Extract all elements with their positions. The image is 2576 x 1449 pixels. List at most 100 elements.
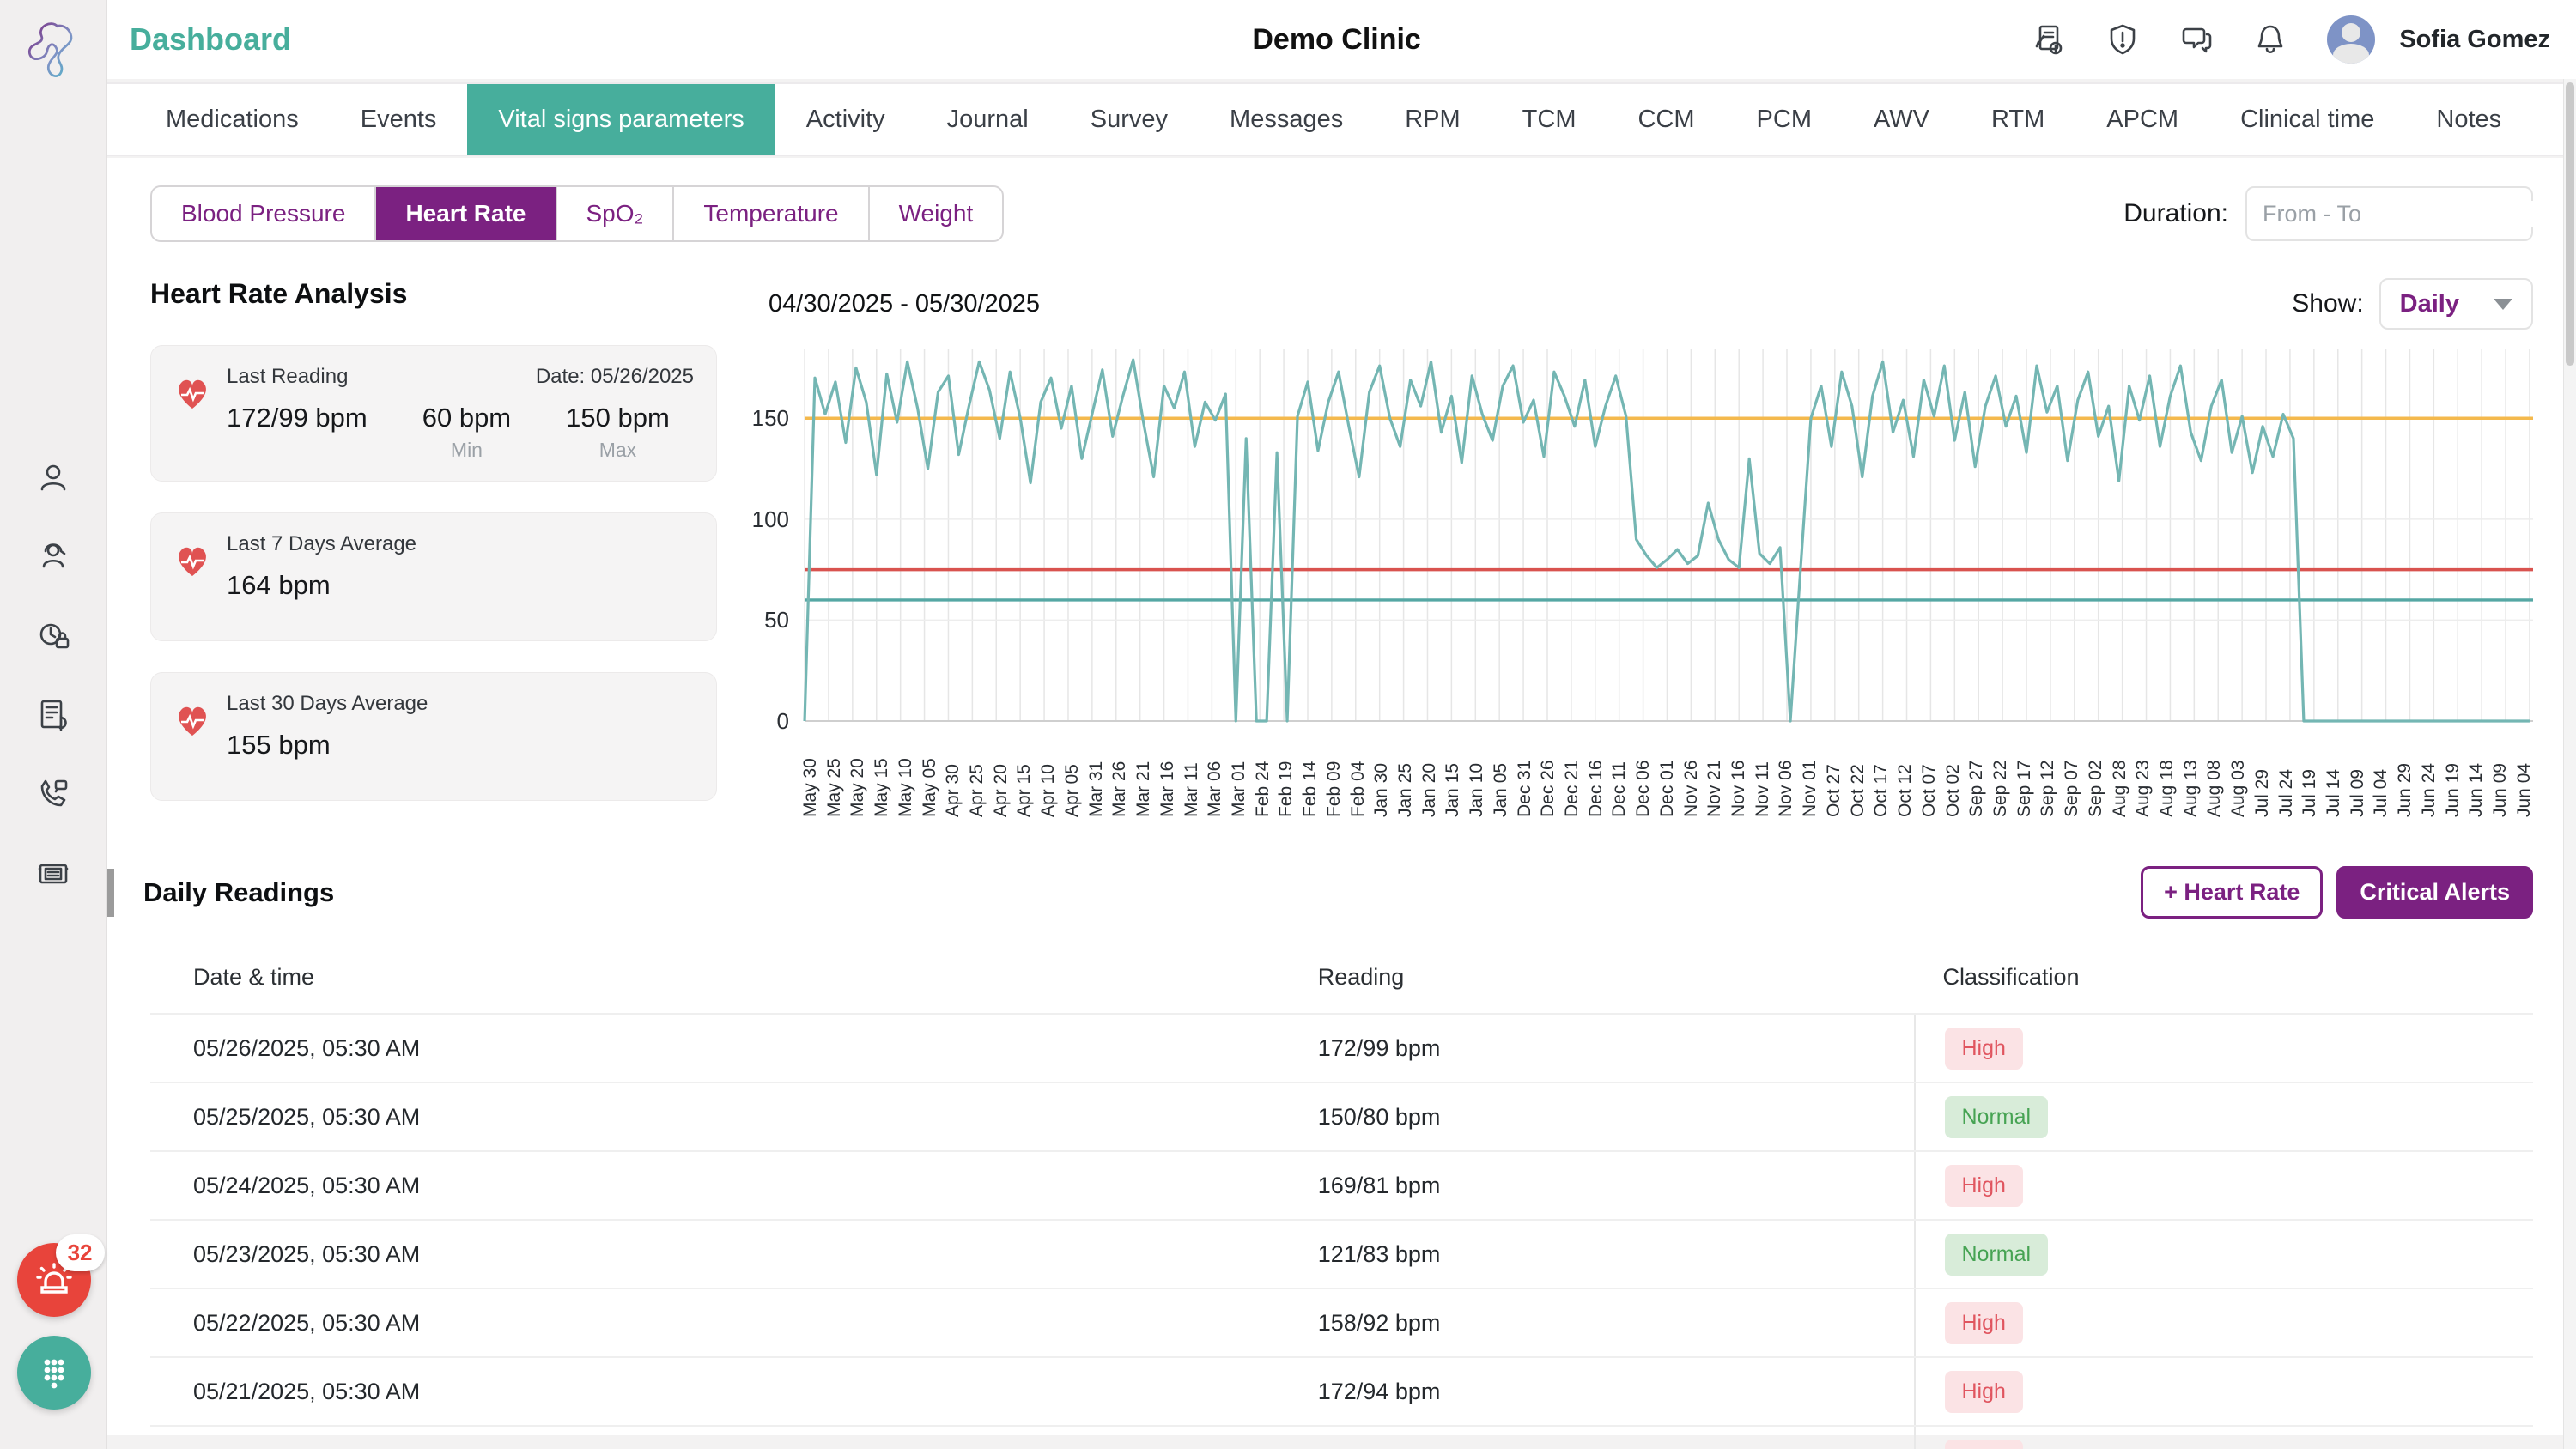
x-tick-label: Jan 20 xyxy=(1419,762,1439,817)
x-tick-label: Sep 22 xyxy=(1990,760,2010,817)
thirty-day-average-value: 155 bpm xyxy=(227,730,331,760)
messages-icon[interactable] xyxy=(2179,22,2214,57)
x-tick-label: Feb 24 xyxy=(1252,761,1273,817)
x-tick-label: Mar 01 xyxy=(1228,761,1249,817)
header-actions: Sofia Gomez xyxy=(2032,15,2550,64)
subtab-blood-pressure[interactable]: Blood Pressure xyxy=(152,187,377,240)
cell-reading: 162/92 bpm xyxy=(1318,1447,1914,1449)
analysis-title: Heart Rate Analysis xyxy=(150,278,408,309)
x-tick-label: Nov 21 xyxy=(1704,760,1725,817)
x-tick-label: Dec 11 xyxy=(1609,761,1630,817)
sidebar: 32 xyxy=(0,0,107,1449)
critical-alerts-button[interactable]: Critical Alerts xyxy=(2336,866,2533,919)
x-tick-label: Apr 10 xyxy=(1038,764,1059,817)
tab-tcm[interactable]: TCM xyxy=(1522,105,1577,133)
subtab-temperature[interactable]: Temperature xyxy=(674,187,870,240)
x-tick-label: Sep 07 xyxy=(2062,760,2082,817)
tab-rtm[interactable]: RTM xyxy=(1990,105,2045,133)
clinic-name: Demo Clinic xyxy=(1252,22,1421,56)
x-tick-label: Mar 16 xyxy=(1157,761,1177,817)
chart-date-range: 04/30/2025 - 05/30/2025 xyxy=(769,289,1041,318)
x-tick-label: Feb 09 xyxy=(1323,761,1344,817)
tab-activity[interactable]: Activity xyxy=(805,105,885,133)
readings-table: Date & time Reading Classification 05/26… xyxy=(150,941,2533,1449)
critical-alerts-fab[interactable]: 32 xyxy=(16,1234,105,1317)
x-tick-label: Jun 09 xyxy=(2490,762,2511,817)
card-date: Date: 05/26/2025 xyxy=(535,365,694,388)
x-tick-label: Nov 11 xyxy=(1752,761,1772,817)
x-tick-label: Dec 16 xyxy=(1585,760,1606,817)
tab-survey[interactable]: Survey xyxy=(1090,105,1169,133)
heart-rate-chart: 150 100 50 0 May 30 May 25 May 20 May 15 May 10… xyxy=(751,345,2534,832)
tab-pcm[interactable]: PCM xyxy=(1756,105,1812,133)
x-tick-label: Aug 28 xyxy=(2109,760,2129,817)
chart-plot-area xyxy=(801,345,2533,723)
x-tick-label: Oct 07 xyxy=(1918,764,1939,817)
show-interval-select[interactable]: Daily xyxy=(2379,278,2533,330)
prescription-icon[interactable] xyxy=(2032,22,2066,57)
y-tick-label: 150 xyxy=(751,405,789,432)
heart-pulse-icon xyxy=(179,379,206,409)
chart-y-axis: 150 100 50 0 xyxy=(751,345,801,734)
billing-document-icon[interactable] xyxy=(35,697,71,733)
dialpad-fab[interactable] xyxy=(16,1336,91,1410)
patient-support-icon[interactable] xyxy=(35,539,71,575)
duration-range-input[interactable] xyxy=(2263,200,2567,227)
notifications-bell-icon[interactable] xyxy=(2253,22,2287,57)
user-icon[interactable] xyxy=(35,460,71,496)
show-label: Show: xyxy=(2292,289,2364,318)
table-row: 05/21/2025, 05:30 AM 172/94 bpm High xyxy=(150,1356,2533,1425)
x-tick-label: Apr 25 xyxy=(967,764,987,817)
daily-readings-actions: + Heart Rate Critical Alerts xyxy=(2141,866,2533,919)
x-tick-label: May 15 xyxy=(872,758,892,817)
x-tick-label: Feb 04 xyxy=(1347,761,1368,817)
subtab-heart-rate[interactable]: Heart Rate xyxy=(376,187,557,240)
x-tick-label: Jan 25 xyxy=(1394,762,1415,817)
x-tick-label: Jul 19 xyxy=(2300,768,2320,817)
daily-readings-header: Daily Readings + Heart Rate Critical Ale… xyxy=(107,866,2533,919)
x-tick-label: Apr 30 xyxy=(943,764,963,817)
show-filter: Show: Daily xyxy=(2292,278,2533,330)
user-avatar[interactable] xyxy=(2327,15,2376,64)
user-name: Sofia Gomez xyxy=(2399,25,2550,53)
subtab-spo-[interactable]: SpO₂ xyxy=(557,187,675,240)
cell-date-time: 05/22/2025, 05:30 AM xyxy=(193,1309,421,1336)
tab-clinical-time[interactable]: Clinical time xyxy=(2240,105,2375,133)
cell-classification: High xyxy=(1913,1015,2534,1082)
tab-messages[interactable]: Messages xyxy=(1230,105,1344,133)
scrollbar-thumb[interactable] xyxy=(2566,82,2574,366)
tab-rpm[interactable]: RPM xyxy=(1405,105,1461,133)
subtab-weight[interactable]: Weight xyxy=(898,200,974,227)
tab-notes[interactable]: Notes xyxy=(2436,105,2502,133)
min-label: Min xyxy=(450,439,483,461)
phone-message-icon[interactable] xyxy=(35,776,71,812)
alert-shield-icon[interactable] xyxy=(2105,22,2140,57)
x-tick-label: Aug 13 xyxy=(2180,760,2201,817)
x-tick-label: Dec 26 xyxy=(1538,760,1558,817)
x-tick-label: Apr 20 xyxy=(990,764,1011,817)
x-tick-label: Nov 16 xyxy=(1728,760,1749,817)
table-row: 05/23/2025, 05:30 AM 121/83 bpm Normal xyxy=(150,1219,2533,1288)
daily-readings-title: Daily Readings xyxy=(143,876,335,907)
chart-x-axis: May 30 May 25 May 20 May 15 May 10 May 05 Apr … xyxy=(800,731,2534,817)
time-lock-icon[interactable] xyxy=(35,618,71,654)
x-tick-label: Jun 14 xyxy=(2466,762,2487,817)
duration-filter: Duration: xyxy=(2123,186,2576,241)
tab-events[interactable]: Events xyxy=(360,105,437,133)
add-heart-rate-button[interactable]: + Heart Rate xyxy=(2141,866,2324,919)
y-tick-label: 0 xyxy=(776,708,789,734)
tab-medications[interactable]: Medications xyxy=(166,105,299,133)
section-accent-bar xyxy=(107,868,114,917)
fax-news-icon[interactable] xyxy=(35,855,71,891)
x-tick-label: Jul 14 xyxy=(2324,768,2343,817)
tab-vital-signs-parameters[interactable]: Vital signs parameters xyxy=(467,84,775,155)
tab-journal[interactable]: Journal xyxy=(946,105,1029,133)
tab-ccm[interactable]: CCM xyxy=(1637,105,1695,133)
x-tick-label: Sep 27 xyxy=(1966,760,1987,817)
heart-pulse-icon xyxy=(179,706,206,736)
tab-apcm[interactable]: APCM xyxy=(2106,105,2179,133)
x-tick-label: Feb 14 xyxy=(1300,761,1321,817)
duration-range-field[interactable] xyxy=(2245,186,2576,241)
column-date-time: Date & time xyxy=(193,963,315,990)
tab-awv[interactable]: AWV xyxy=(1873,105,1929,133)
